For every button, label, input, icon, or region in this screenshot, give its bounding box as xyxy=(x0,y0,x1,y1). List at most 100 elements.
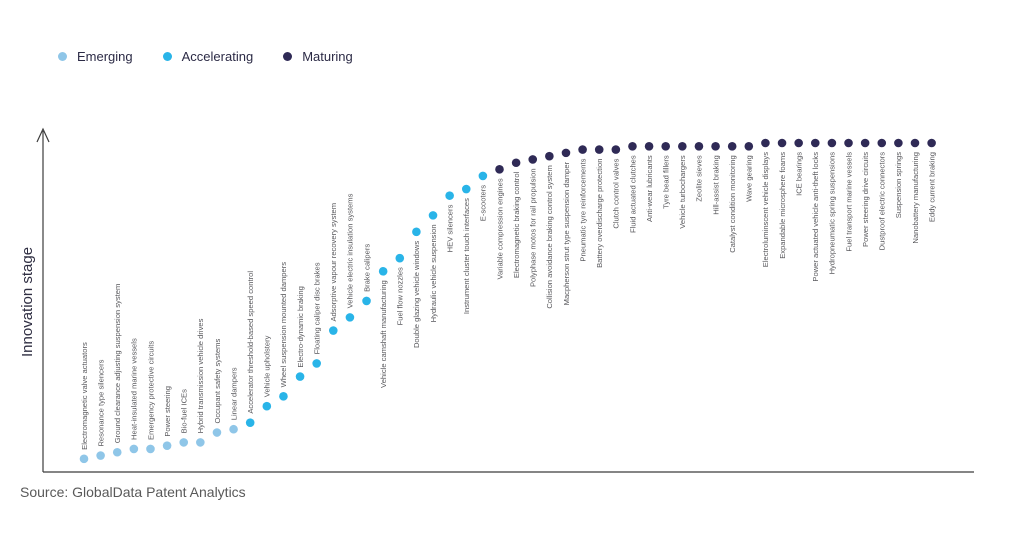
data-point-label: Power actuated vehicle anti-theft locks xyxy=(811,152,820,282)
data-point-label: Instrument cluster touch interfaces xyxy=(462,198,471,314)
data-point-dot xyxy=(79,454,89,464)
source-caption: Source: GlobalData Patent Analytics xyxy=(20,484,246,500)
data-point-label: Collision avoidance braking control syst… xyxy=(545,165,554,309)
data-point-label: Accelerator threshold-based speed contro… xyxy=(246,271,255,414)
data-point-dot xyxy=(694,141,704,151)
data-point-dot xyxy=(761,138,770,148)
data-point-dot xyxy=(96,451,105,460)
data-point-label: Vehicle turbochargers xyxy=(678,155,687,229)
data-point-dot xyxy=(545,151,554,161)
data-points-layer: Electromagnetic valve actuators Resonance… xyxy=(79,138,936,464)
data-point-dot xyxy=(777,138,787,148)
data-point-dot xyxy=(112,447,122,457)
data-point-label: Pneumatic tyre reinforcements xyxy=(578,158,587,261)
data-point-label: Eddy current braking xyxy=(927,152,936,222)
data-point-dot xyxy=(229,424,238,434)
data-point-dot xyxy=(860,138,870,148)
data-point-dot xyxy=(661,141,670,151)
data-point-label: Floating caliper disc brakes xyxy=(312,262,321,354)
data-point-dot xyxy=(727,141,737,151)
data-point-label: Adsorptive vapour recovery system xyxy=(329,203,338,322)
data-point-dot xyxy=(611,145,621,154)
y-axis-label: Innovation stage xyxy=(19,247,36,357)
data-point-label: Power steering drive circuits xyxy=(861,152,870,247)
data-point-label: Hill-assist braking xyxy=(711,155,720,215)
data-point-label: Vehicle upholstery xyxy=(263,335,272,397)
data-point-dot xyxy=(312,359,321,368)
data-point-label: Suspension springs xyxy=(894,152,903,218)
data-point-dot xyxy=(428,211,438,220)
data-point-dot xyxy=(295,372,305,381)
data-point-label: Emergency protective circuits xyxy=(146,341,155,440)
data-point-dot xyxy=(744,141,754,151)
data-point-dot xyxy=(528,155,538,164)
data-point-dot xyxy=(594,145,604,154)
data-point-label: Hydropneumatic spring suspensions xyxy=(828,152,837,275)
data-point-dot xyxy=(262,401,272,411)
data-point-label: Power steering xyxy=(163,386,172,437)
data-point-label: Dustproof electric connectors xyxy=(878,152,887,251)
data-point-dot xyxy=(927,138,936,148)
data-point-label: Clutch control valves xyxy=(612,158,621,228)
data-point-label: Resonance type silencers xyxy=(96,359,105,446)
data-point-label: Wave gearing xyxy=(745,155,754,202)
data-point-dot xyxy=(329,326,338,335)
legend-label-emerging: Emerging xyxy=(77,49,133,64)
data-point-label: Polyphase motos for rail propulsion xyxy=(529,168,538,287)
emerging-dot-icon xyxy=(58,52,67,61)
data-point-dot xyxy=(212,428,222,437)
data-point-dot xyxy=(146,444,155,454)
data-point-dot xyxy=(810,138,820,148)
data-point-dot xyxy=(461,184,471,194)
accelerating-dot-icon xyxy=(162,52,172,61)
data-point-label: Linear dampers xyxy=(229,367,238,420)
data-point-label: Anti-wear lubricants xyxy=(645,155,654,222)
data-point-dot xyxy=(129,444,139,454)
data-point-label: Electroluminscent vehicle displays xyxy=(761,152,770,267)
data-point-label: Double glazing vehicle windows xyxy=(412,241,421,348)
data-point-label: Heat-insulated marine vessels xyxy=(130,338,139,440)
data-point-dot xyxy=(894,138,903,148)
data-point-label: Zeolite sieves xyxy=(695,155,704,202)
legend-item-maturing: Maturing xyxy=(283,49,353,64)
data-point-dot xyxy=(279,392,288,401)
data-point-dot xyxy=(245,418,255,427)
data-point-label: Catalyst condition monitoring xyxy=(728,155,737,253)
data-point-dot xyxy=(196,438,205,447)
data-point-label: Tyre bead fillers xyxy=(662,155,671,209)
data-point-dot xyxy=(910,138,920,148)
data-point-label: Fluid actuated clutches xyxy=(628,155,637,233)
data-point-dot xyxy=(162,441,172,450)
data-point-label: Fuel flow nozzles xyxy=(396,267,405,325)
data-point-label: Electro-dynamic braking xyxy=(296,286,305,367)
data-point-dot xyxy=(378,267,388,276)
data-point-label: Vehicle electric insulation systems xyxy=(346,193,355,308)
data-point-dot xyxy=(827,138,837,148)
data-point-dot xyxy=(844,138,853,148)
data-point-dot xyxy=(478,171,488,181)
data-point-dot xyxy=(711,141,720,151)
maturing-dot-icon xyxy=(283,52,293,61)
data-point-label: E-scooters xyxy=(479,185,488,221)
legend-item-accelerating: Accelerating xyxy=(162,49,253,64)
data-point-dot xyxy=(561,148,571,158)
data-point-dot xyxy=(179,438,189,447)
data-point-dot xyxy=(578,145,587,154)
y-axis-arrow-icon xyxy=(36,127,50,143)
data-point-dot xyxy=(877,138,887,148)
data-point-label: Nanobattery manufacturing xyxy=(911,152,920,244)
data-point-label: Hydraulic vehicle suspension xyxy=(429,224,438,322)
data-point-label: Battery overdischarge protection xyxy=(595,159,604,268)
data-point-label: Ground clearance adjusting suspension sy… xyxy=(113,284,122,444)
data-point-dot xyxy=(362,296,371,306)
data-point-label: Wheel suspension mounted dampers xyxy=(279,262,288,388)
data-point-label: Macpherson strut type suspension damper xyxy=(562,161,571,305)
data-point-label: Occupant safety systems xyxy=(213,338,222,423)
data-point-dot xyxy=(628,141,637,151)
data-point-label: Bio-fuel ICEs xyxy=(180,389,189,434)
data-point-dot xyxy=(395,253,405,263)
data-point-label: ICE bearings xyxy=(794,152,803,196)
data-point-dot xyxy=(794,138,803,148)
